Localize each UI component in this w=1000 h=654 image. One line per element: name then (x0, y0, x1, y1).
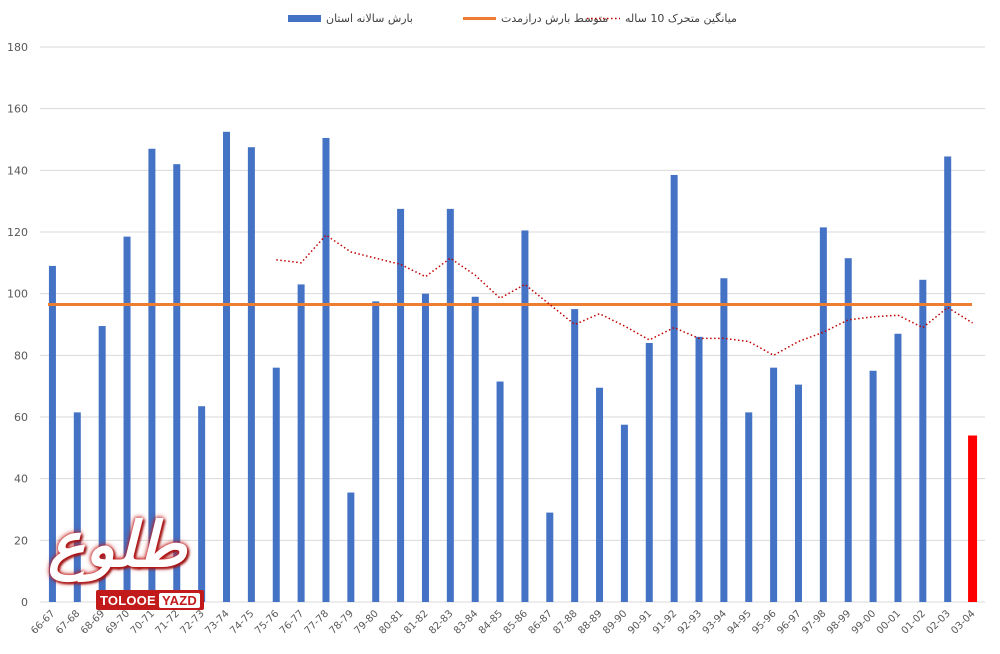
bar-96-97 (794, 384, 802, 602)
bar-03-04 (968, 435, 978, 602)
logo-glyph: طلوع (48, 508, 187, 581)
bar-74-75 (247, 147, 255, 603)
logo-word-yazd: YAZD (159, 592, 200, 608)
bar-81-82 (421, 293, 429, 602)
grid-layer (40, 46, 985, 603)
x-tick-label-96-97: 96-97 (775, 608, 803, 636)
y-tick-label-160: 160 (7, 103, 28, 116)
bar-93-94 (720, 278, 728, 602)
x-tick-label-95-96: 95-96 (750, 608, 778, 636)
bar-78-79 (347, 492, 355, 602)
bar-82-83 (446, 208, 454, 602)
x-tick-label-99-00: 99-00 (850, 608, 878, 636)
bar-68-69 (98, 326, 106, 602)
bar-75-76 (272, 367, 280, 602)
bar-90-91 (645, 343, 653, 602)
bar-80-81 (397, 208, 405, 602)
bar-76-77 (297, 284, 305, 602)
bar-70-71 (148, 148, 156, 602)
legend: بارش سالانه استان متوسط بارش درازمدت میانگ… (288, 12, 737, 25)
legend-label-0: بارش سالانه استان (326, 12, 413, 25)
x-tick-label-88-89: 88-89 (576, 608, 604, 636)
x-tick-label-90-91: 90-91 (626, 608, 654, 636)
bar-91-92 (670, 174, 678, 603)
x-tick-label-74-75: 74-75 (228, 608, 256, 636)
x-tick-label-78-79: 78-79 (328, 608, 356, 636)
x-tick-label-76-77: 76-77 (278, 608, 306, 636)
x-tick-label-93-94: 93-94 (701, 608, 729, 636)
y-tick-label-20: 20 (14, 534, 28, 547)
x-tick-label-77-78: 77-78 (303, 608, 331, 636)
x-tick-label-80-81: 80-81 (377, 608, 405, 636)
legend-label-2: میانگین متحرک 10 ساله (625, 12, 737, 25)
legend-label-1: متوسط بارش درازمدت (501, 12, 608, 25)
y-tick-label-60: 60 (14, 411, 28, 424)
bar-79-80 (372, 301, 380, 602)
y-tick-label-100: 100 (7, 288, 28, 301)
tolooe-yazd-logo: طلوع TOLOOE YAZD (46, 514, 206, 615)
x-tick-label-91-92: 91-92 (651, 608, 679, 636)
x-tick-label-94-95: 94-95 (726, 608, 754, 636)
bar-67-68 (73, 412, 81, 602)
x-tick-label-79-80: 79-80 (353, 608, 381, 636)
bar-87-88 (571, 309, 579, 602)
bar-01-02 (919, 279, 927, 602)
legend-item-1: متوسط بارش درازمدت (463, 12, 608, 25)
bar-99-00 (869, 370, 877, 602)
bar-69-70 (123, 236, 131, 602)
x-tick-label-85-86: 85-86 (502, 608, 530, 636)
x-tick-label-83-84: 83-84 (452, 608, 480, 636)
bars-layer (48, 131, 978, 603)
x-tick-label-02-03: 02-03 (924, 608, 952, 636)
bar-66-67 (48, 265, 56, 602)
x-tick-label-81-82: 81-82 (402, 608, 430, 636)
bar-71-72 (173, 164, 181, 602)
bar-83-84 (471, 296, 479, 602)
x-tick-label-82-83: 82-83 (427, 608, 455, 636)
x-tick-label-89-90: 89-90 (601, 608, 629, 636)
x-tick-label-97-98: 97-98 (800, 608, 828, 636)
bar-95-96 (770, 367, 778, 602)
bar-86-87 (546, 512, 554, 602)
x-tick-label-75-76: 75-76 (253, 608, 281, 636)
logo-word-tolooe: TOLOOE (100, 592, 156, 608)
x-tick-label-00-01: 00-01 (875, 608, 903, 636)
bar-94-95 (745, 412, 753, 602)
x-tick-label-84-85: 84-85 (477, 608, 505, 636)
bar-98-99 (844, 258, 852, 602)
x-tick-label-01-02: 01-02 (900, 608, 928, 636)
y-tick-label-80: 80 (14, 349, 28, 362)
y-tick-label-140: 140 (7, 164, 28, 177)
x-tick-label-87-88: 87-88 (551, 608, 579, 636)
x-tick-label-03-04: 03-04 (949, 608, 977, 636)
bar-72-73 (198, 406, 206, 602)
bar-92-93 (695, 336, 703, 602)
bar-97-98 (819, 227, 827, 602)
y-tick-label-120: 120 (7, 226, 28, 239)
logo-band: TOLOOE YAZD (96, 590, 204, 610)
x-tick-label-86-87: 86-87 (527, 608, 555, 636)
y-tick-label-180: 180 (7, 41, 28, 54)
bar-02-03 (944, 156, 952, 603)
bar-77-78 (322, 137, 330, 603)
bar-88-89 (596, 387, 604, 602)
x-tick-label-92-93: 92-93 (676, 608, 704, 636)
bar-85-86 (521, 230, 529, 603)
bar-89-90 (620, 424, 628, 602)
y-tick-label-0: 0 (21, 596, 28, 609)
bar-73-74 (223, 131, 231, 602)
bar-84-85 (496, 381, 504, 602)
legend-item-2: میانگین متحرک 10 ساله (587, 12, 737, 25)
y-tick-label-40: 40 (14, 473, 28, 486)
x-tick-label-73-74: 73-74 (203, 608, 231, 636)
lines-layer (48, 234, 973, 357)
moving-average-line (276, 234, 973, 357)
x-tick-label-98-99: 98-99 (825, 608, 853, 636)
legend-swatch-bar (288, 15, 321, 22)
legend-item-0: بارش سالانه استان (288, 12, 413, 25)
bar-00-01 (894, 333, 902, 602)
